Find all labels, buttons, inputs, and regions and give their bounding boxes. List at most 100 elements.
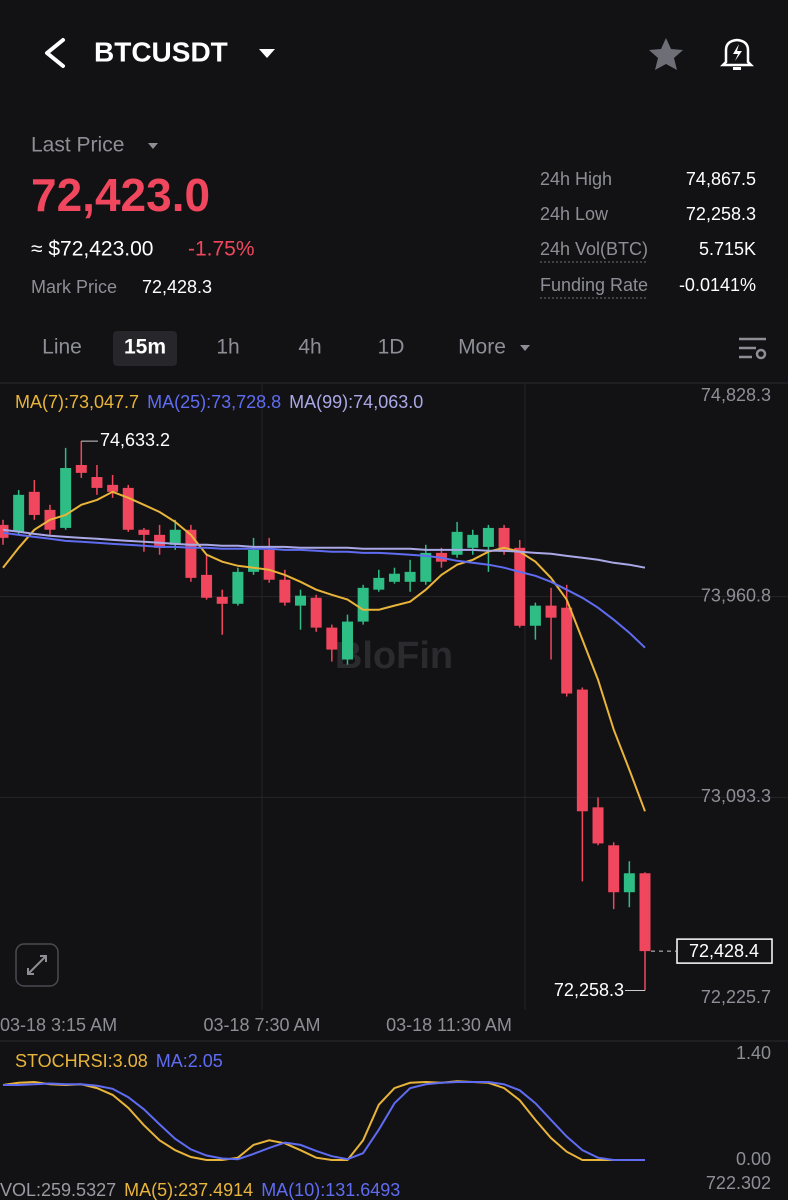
last-price-box [676,938,773,964]
candle-body [545,605,557,618]
candle-body [185,529,197,578]
stoch-line [2,1080,645,1161]
settings-icon[interactable] [739,337,767,360]
high-label: 74,633.2 [100,430,170,450]
ma-legend: MA(7):73,047.7 [15,392,139,412]
candle-body [295,595,307,606]
y-tick-label: 73,093.3 [701,786,771,806]
last-price-label[interactable]: Last Price [31,134,124,157]
last-price-caret [148,143,158,149]
stat-label: 24h Low [540,204,609,224]
candle-body [623,873,635,893]
expand-icon [27,955,47,975]
last-price-tag: 72,428.4 [689,941,759,961]
candle-body [279,579,291,603]
usd-price: ≈ $72,423.00 [31,238,153,261]
symbol[interactable]: BTCUSDT [94,36,228,67]
candle-body [373,577,385,590]
tab[interactable]: 4h [298,336,321,359]
stat-label: Funding Rate [540,275,648,295]
selected-tab-bg [113,331,177,366]
vol-axis-label: 722.302 [706,1173,771,1193]
alert-icon[interactable] [719,38,755,70]
candle-body [451,531,463,555]
candle-body [576,689,588,812]
vol-legend: MA(5):237.4914 [124,1180,253,1200]
candle-body [608,845,620,893]
candle-body [561,607,573,694]
low-label: 72,258.3 [554,980,624,1000]
expand-button[interactable] [15,943,59,987]
vol-legend: MA(10):131.6493 [261,1180,400,1200]
stoch-tick-label: 1.40 [736,1043,771,1063]
stoch-line [3,1081,645,1161]
stoch-legend: MA:2.05 [156,1051,223,1071]
candle-body [60,468,72,528]
candle-body [154,534,166,548]
tab[interactable]: 1D [378,336,405,359]
candle-body [514,547,526,626]
stat-value: 5.715K [699,239,756,259]
candle-body [498,527,510,552]
candle-body [122,487,134,530]
mark-price-label: Mark Price [31,277,117,297]
watermark: BloFin [335,635,453,677]
tab[interactable]: Line [42,336,82,359]
ma-legend: MA(99):74,063.0 [289,392,423,412]
favorite-icon[interactable] [649,38,683,70]
tab[interactable]: 15m [124,336,166,359]
time-label: 03-18 3:15 AM [0,1015,117,1035]
candle-body [0,524,9,538]
candle-body [357,587,369,622]
candle-body [263,549,275,580]
candle-body [341,621,353,660]
ma-line [2,531,646,649]
stoch-tick-label: 0.00 [736,1149,771,1169]
candle-body [169,529,181,545]
candle-body [13,494,25,532]
y-tick-label: 73,960.8 [701,585,771,605]
stat-value: 74,867.5 [686,169,756,189]
ma-legend: MA(25):73,728.8 [147,392,281,412]
stat-label: 24h Vol(BTC) [540,239,648,259]
candle-body [592,807,604,844]
tab[interactable]: 1h [216,336,239,359]
candle-body [482,527,494,547]
stat-value: -0.0141% [679,275,756,295]
candle-body [232,571,244,604]
candle-body [91,477,103,488]
candle-body [107,484,119,492]
stoch-legend: STOCHRSI:3.08 [15,1051,148,1071]
y-tick-label: 74,828.3 [701,385,771,405]
candle-body [248,549,260,572]
back-button[interactable] [45,38,65,68]
ma-line [2,528,646,569]
vol-legend: VOL:259.5327 [0,1180,116,1200]
candle-body [310,597,322,628]
candle-body [28,491,40,515]
time-label: 03-18 7:30 AM [203,1015,320,1035]
candle-body [529,605,541,626]
ma-line [2,490,646,812]
candle-body [639,873,651,952]
stat-label: 24h High [540,169,612,189]
mark-price: 72,428.3 [142,277,212,297]
candle-body [404,571,416,582]
y-tick-label: 72,225.7 [701,987,771,1007]
more-caret [520,345,530,351]
candle-body [420,552,432,582]
time-label: 03-18 11:30 AM [386,1015,512,1035]
symbol-caret[interactable] [259,49,275,58]
last-price: 72,423.0 [31,169,210,221]
tab[interactable]: More [458,336,506,359]
candle-body [326,627,338,650]
candle-body [75,464,87,473]
candle-body [201,574,213,598]
candle-body [467,534,479,548]
candle-body [388,573,400,582]
candle-body [138,529,150,535]
price-change: -1.75% [188,238,255,261]
